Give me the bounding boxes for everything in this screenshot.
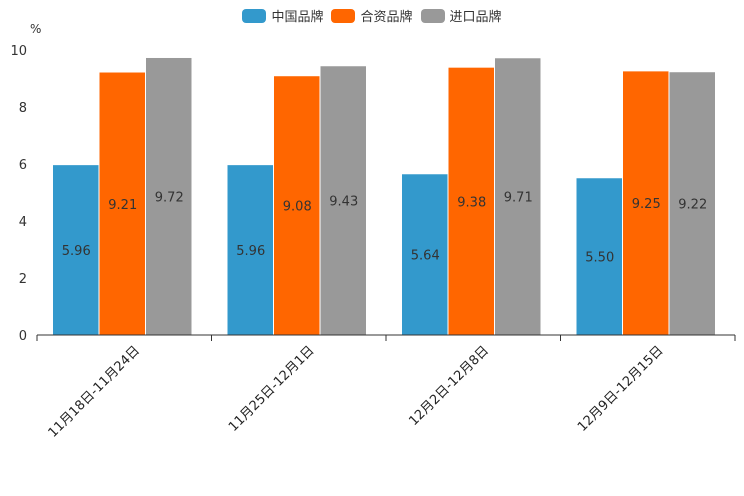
bar-value-label: 9.71 [504,191,533,206]
bar-1-1[interactable] [274,76,320,335]
bar-0-3[interactable] [576,178,623,335]
bar-0-2[interactable] [402,174,448,335]
legend-label-china: 中国品牌 [271,10,324,25]
bar-value-label: 9.21 [108,198,137,213]
bar-value-label: 9.22 [678,198,707,213]
y-axis-unit-label: % [30,22,41,36]
bar-2-0[interactable] [146,57,192,335]
bar-2-1[interactable] [320,66,367,336]
bars-group [53,57,716,336]
legend-label-joint-venture: 合资品牌 [360,10,413,25]
bar-value-label: 9.08 [283,200,312,215]
legend-swatch-china [242,8,267,23]
bar-1-2[interactable] [448,67,495,336]
bar-value-label: 5.64 [411,249,440,264]
y-tick-label: 4 [19,215,27,230]
bar-value-label: 9.72 [155,190,184,205]
x-tick-label: 11月18日-11月24日 [46,343,143,440]
legend-swatch-joint-venture [331,8,356,23]
y-axis: 0 2 4 6 8 10 [10,44,27,344]
x-tick-label: 12月9日-12月15日 [575,343,667,435]
bar-2-3[interactable] [669,72,716,335]
legend-item-china[interactable]: 中国品牌 [242,6,323,25]
y-tick-label: 6 [19,158,27,173]
bar-value-label: 9.38 [457,195,486,210]
bar-value-label: 5.50 [585,251,614,266]
bar-value-label: 9.43 [329,195,358,210]
legend-item-joint-venture[interactable]: 合资品牌 [331,6,413,25]
legend-swatch-imported [420,8,445,23]
bar-value-label: 5.96 [62,244,91,259]
bar-0-0[interactable] [53,165,99,335]
bar-value-label: 9.25 [632,197,661,212]
bar-0-1[interactable] [227,165,274,335]
bar-1-0[interactable] [99,72,146,335]
y-tick-label: 0 [19,329,27,344]
legend: 中国品牌 合资品牌 进口品牌 [0,6,744,25]
bar-1-3[interactable] [623,71,669,335]
legend-item-imported[interactable]: 进口品牌 [420,6,502,25]
x-tick-label: 12月2日-12月8日 [406,343,492,429]
x-tick-label: 11月25日-12月1日 [226,343,318,435]
y-tick-label: 2 [19,272,27,287]
y-tick-label: 8 [19,101,27,116]
bar-labels-group: 5.96 5.96 5.64 5.50 9.21 9.08 9.38 9.25 9.72 9.43… [62,190,707,265]
bar-2-2[interactable] [495,58,541,335]
legend-label-imported: 进口品牌 [449,10,502,25]
y-tick-label: 10 [10,44,27,59]
bar-value-label: 5.96 [236,244,265,259]
x-axis: 11月18日-11月24日 11月25日-12月1日 12月2日-12月8日 12月9… [36,334,736,441]
